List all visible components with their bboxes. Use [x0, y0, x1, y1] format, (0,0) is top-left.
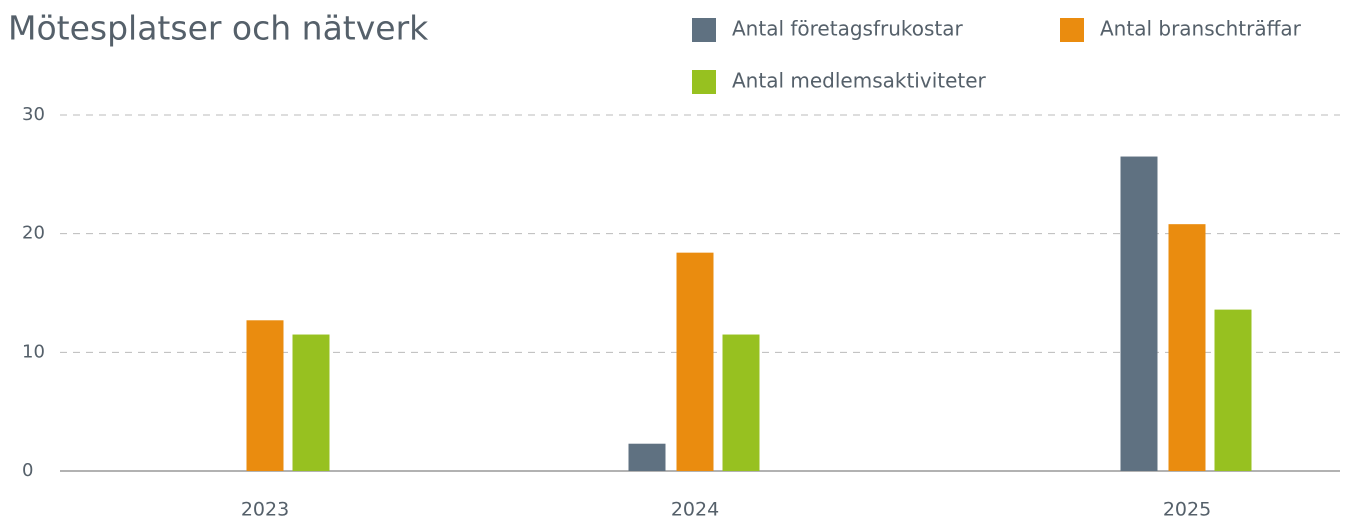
chart-title: Mötesplatser och nätverk	[8, 9, 429, 48]
bar	[1120, 156, 1158, 472]
bar	[676, 252, 714, 471]
y-tick-label: 30	[22, 104, 45, 125]
bar	[246, 320, 284, 471]
legend-label: Antal företagsfrukostar	[732, 17, 964, 41]
legend-swatch	[1060, 18, 1084, 42]
bar	[292, 334, 330, 471]
x-tick-label: 2025	[1163, 499, 1211, 521]
bar	[1214, 309, 1252, 471]
x-tick-label: 2024	[671, 499, 719, 521]
bar	[1168, 224, 1206, 471]
y-tick-label: 20	[22, 223, 45, 244]
legend-swatch	[692, 70, 716, 94]
legend-label: Antal medlemsaktiviteter	[732, 69, 987, 93]
y-tick-label: 0	[22, 460, 33, 481]
y-tick-label: 10	[22, 341, 45, 362]
legend-label: Antal branschträffar	[1100, 17, 1302, 41]
bar	[628, 443, 666, 471]
bar	[722, 334, 760, 471]
legend-swatch	[692, 18, 716, 42]
x-tick-label: 2023	[241, 499, 289, 521]
